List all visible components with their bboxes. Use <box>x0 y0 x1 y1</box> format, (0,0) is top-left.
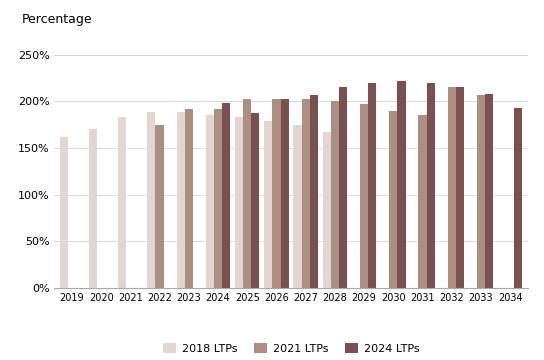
Bar <box>235 117 243 288</box>
Bar <box>264 121 273 288</box>
Text: Percentage: Percentage <box>21 13 92 26</box>
Bar <box>448 87 456 288</box>
Bar <box>89 129 97 288</box>
Bar <box>331 101 339 288</box>
Bar <box>360 104 368 288</box>
Bar <box>251 113 259 288</box>
Bar <box>214 109 222 288</box>
Bar <box>118 117 126 288</box>
Bar <box>389 111 397 288</box>
Bar <box>397 81 406 288</box>
Bar <box>485 94 493 288</box>
Bar <box>273 99 281 288</box>
Bar <box>514 108 522 288</box>
Bar <box>185 109 193 288</box>
Bar <box>323 132 331 288</box>
Bar <box>456 87 464 288</box>
Bar <box>418 115 426 288</box>
Bar <box>156 125 164 288</box>
Bar <box>176 112 185 288</box>
Bar <box>301 99 310 288</box>
Bar <box>426 83 435 288</box>
Bar <box>293 125 301 288</box>
Legend: 2018 LTPs, 2021 LTPs, 2024 LTPs: 2018 LTPs, 2021 LTPs, 2024 LTPs <box>158 339 424 359</box>
Bar <box>222 103 230 288</box>
Bar <box>339 87 347 288</box>
Bar <box>206 115 214 288</box>
Bar <box>310 95 318 288</box>
Bar <box>147 112 156 288</box>
Bar <box>281 99 289 288</box>
Bar <box>477 95 485 288</box>
Bar <box>60 137 68 288</box>
Bar <box>243 99 251 288</box>
Bar <box>368 83 376 288</box>
